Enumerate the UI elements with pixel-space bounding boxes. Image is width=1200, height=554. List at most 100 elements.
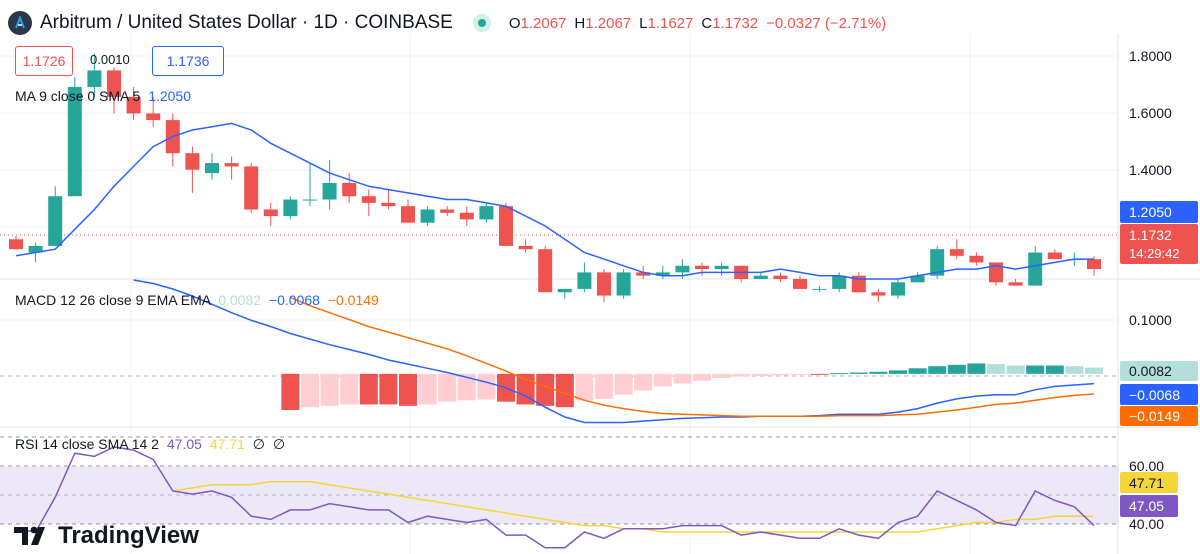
candle — [655, 265, 670, 279]
candle-body — [616, 272, 631, 296]
spread-value: 0.0010 — [90, 52, 130, 67]
tradingview-logo-icon — [14, 526, 45, 545]
ohlc-close-value: 1.1732 — [712, 14, 759, 32]
candle — [244, 163, 259, 213]
macd-bar — [908, 368, 927, 374]
rsi-sma-badge-value: 47.71 — [1129, 475, 1164, 491]
candle — [303, 163, 317, 207]
candle — [165, 113, 180, 167]
candle — [263, 202, 278, 227]
candle — [871, 288, 886, 303]
candle-body — [361, 196, 376, 203]
candle — [695, 262, 709, 276]
macd-bar — [653, 373, 672, 387]
candle — [283, 196, 298, 220]
candle — [851, 272, 866, 293]
candle-body — [440, 209, 455, 213]
candle-body — [891, 282, 905, 296]
macd-bar — [438, 373, 457, 402]
ohlc-low: L1.1627 — [639, 15, 693, 32]
candle-body — [636, 272, 651, 276]
candle-body — [1028, 252, 1043, 286]
sell-button[interactable]: 1.1726 — [15, 46, 73, 76]
price-axis[interactable]: 1.8000 1.6000 1.4000 1.2050 1.1732 14:29… — [1120, 48, 1198, 264]
macd-bar — [987, 364, 1005, 374]
candle — [342, 173, 357, 203]
candle-body — [263, 209, 278, 217]
macd-bar — [301, 373, 319, 408]
candle-body — [67, 86, 82, 197]
macd-bar — [614, 373, 633, 395]
ohlc-close-label: C — [701, 14, 713, 32]
macd-legend[interactable]: MACD 12 26 close 9 EMA EMA 0.0082 −0.006… — [15, 292, 379, 308]
macd-bar — [379, 373, 398, 405]
macd-axis[interactable]: 0.1000 0.0082 −0.0068 −0.0149 — [1120, 312, 1198, 426]
macd-bar — [928, 366, 947, 374]
ohlc-high: H1.2067 — [574, 15, 631, 32]
macd-tick: 0.1000 — [1129, 312, 1172, 328]
candle — [107, 67, 121, 114]
ma-legend[interactable]: MA 9 close 0 SMA 5 1.2050 — [15, 88, 191, 104]
candle-body — [459, 212, 474, 220]
macd-bar — [418, 373, 437, 405]
candle-body — [126, 96, 141, 114]
macd-bar — [673, 373, 692, 384]
candle-body — [871, 292, 886, 296]
macd-bar — [320, 373, 339, 406]
candle-body — [9, 239, 23, 250]
macd-legend-signal: −0.0149 — [327, 292, 379, 308]
candle — [48, 186, 63, 246]
ma-line — [15, 122, 1094, 280]
ohlc-open-value: 1.2067 — [520, 14, 567, 32]
candle-body — [851, 275, 866, 293]
candle — [793, 275, 807, 289]
candle — [734, 265, 749, 283]
macd-hist-badge: 0.0082 — [1120, 361, 1198, 381]
macd-badge-value: −0.0068 — [1129, 387, 1180, 403]
rsi-axis[interactable]: 60.00 40.00 47.71 47.05 — [1120, 458, 1178, 532]
macd-bar — [575, 373, 594, 401]
macd-bar — [1045, 365, 1064, 374]
ohlc-change-value: −0.0327 (−2.71%) — [766, 14, 887, 32]
rsi-legend[interactable]: RSI 14 close SMA 14 2 47.05 47.71 ∅ ∅ — [15, 436, 285, 453]
rsi-legend-label: RSI 14 close SMA 14 2 — [15, 436, 159, 452]
candle — [126, 86, 141, 121]
candle-body — [381, 202, 396, 207]
macd-bar — [281, 373, 300, 411]
candle-body — [205, 163, 219, 174]
macd-bar — [967, 363, 986, 374]
candle-body — [577, 272, 592, 289]
candle-body — [714, 265, 729, 270]
tradingview-logo[interactable]: TradingView — [14, 522, 199, 550]
macd-hist-badge-value: 0.0082 — [1129, 363, 1172, 379]
price-tick: 1.6000 — [1129, 105, 1172, 121]
buy-button[interactable]: 1.1736 — [152, 46, 224, 76]
macd-bar — [340, 373, 359, 405]
symbol-title[interactable]: Arbitrum / United States Dollar · 1D · C… — [40, 12, 453, 33]
rsi-legend-extra: ∅ — [252, 436, 265, 452]
macd-bar — [477, 373, 496, 400]
macd-bar — [947, 364, 966, 374]
macd-bar — [751, 373, 770, 376]
ohlc-change: −0.0327 (−2.71%) — [766, 15, 886, 32]
candle-body — [185, 153, 200, 170]
macd-bar — [810, 373, 829, 375]
macd-line — [133, 279, 1095, 424]
price-tick: 1.8000 — [1129, 48, 1172, 64]
market-status-icon[interactable] — [472, 14, 491, 32]
candle-body — [832, 275, 847, 289]
signal-line — [290, 296, 1095, 418]
candle — [185, 146, 200, 193]
candle-body — [244, 166, 259, 210]
candle-body — [910, 275, 925, 283]
candle-body — [342, 182, 357, 197]
macd-bar — [791, 373, 809, 375]
candle — [1008, 279, 1023, 286]
candle-body — [518, 245, 533, 250]
symbol-header[interactable]: Arbitrum / United States Dollar · 1D · C… — [8, 8, 894, 38]
candle-body — [695, 265, 709, 270]
macd-bar — [849, 372, 868, 374]
macd-bar — [595, 373, 613, 399]
candle-body — [675, 265, 690, 273]
